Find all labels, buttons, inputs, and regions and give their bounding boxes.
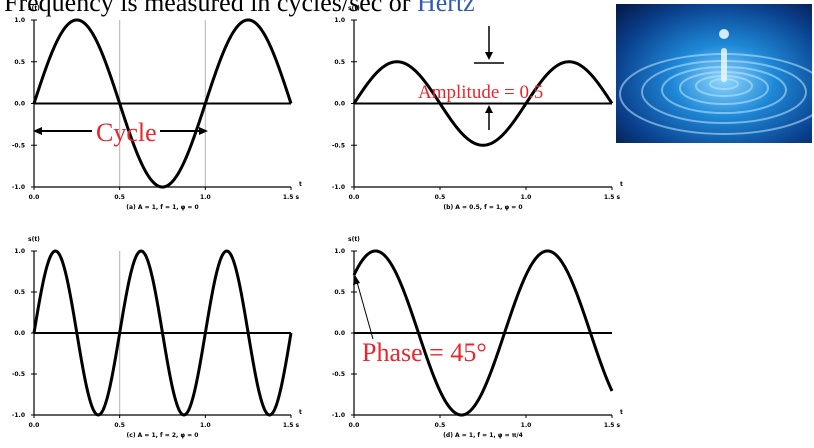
- x-tick-label: 1.5 s: [604, 194, 621, 201]
- y-axis-label: s(t): [28, 5, 40, 12]
- amplitude-arrowhead-bottom: [485, 105, 493, 113]
- water-droplet-ripples-photo: [616, 4, 812, 143]
- y-tick-label: -0.5: [12, 371, 25, 378]
- y-tick-label: -0.5: [12, 142, 25, 149]
- panel-caption: (d) A = 1, f = 1, φ = π/4: [443, 432, 523, 439]
- phase-arrow: [356, 281, 374, 340]
- y-tick-label: 1.0: [334, 248, 345, 255]
- y-tick-label: 0.0: [334, 330, 345, 337]
- x-tick-label: 0.0: [29, 422, 40, 429]
- y-tick-label: -1.0: [332, 184, 345, 191]
- phase-label: Phase = 45°: [362, 338, 487, 367]
- phase-arrowhead: [353, 275, 360, 285]
- x-axis-label: t: [299, 181, 302, 188]
- panel-caption: (c) A = 1, f = 2, φ = 0: [127, 432, 199, 439]
- chart-panel-a: 1.0 0.5 0.0 -0.5 -1.0 0.0 0.5 1.0 1.5 s s(t) t (a) …: [12, 5, 302, 211]
- amplitude-label: Amplitude = 0.5: [418, 82, 543, 103]
- amplitude-arrowhead-top: [485, 52, 493, 60]
- x-tick-label: 0.0: [349, 422, 360, 429]
- y-tick-label: 0.5: [14, 289, 25, 296]
- chart-panel-c: 1.0 0.5 0.0 -0.5 -1.0 0.0 0.5 1.0 1.5 s s(t) t (c) …: [12, 236, 302, 439]
- sine-wave-line: [352, 249, 614, 417]
- sine-wave-line: [32, 18, 293, 189]
- x-tick-label: 1.0: [521, 422, 532, 429]
- y-tick-label: -0.5: [332, 142, 345, 149]
- x-axis-label: t: [299, 409, 302, 416]
- x-tick-label: 0.5: [114, 194, 125, 201]
- chart-panel-d: 1.0 0.5 0.0 -0.5 -1.0 0.0 0.5 1.0 1.5 s s(t) t (d) …: [332, 236, 623, 439]
- x-tick-label: 1.0: [200, 422, 211, 429]
- y-tick-label: 0.0: [14, 101, 25, 108]
- y-tick-label: -1.0: [12, 184, 25, 191]
- y-tick-label: 1.0: [334, 17, 345, 24]
- y-tick-label: 0.5: [14, 59, 25, 66]
- x-axis-label: t: [620, 181, 623, 188]
- y-tick-label: 0.0: [334, 101, 345, 108]
- x-tick-label: 0.0: [29, 194, 40, 201]
- x-tick-label: 0.5: [435, 194, 446, 201]
- y-tick-label: 0.0: [14, 330, 25, 337]
- cycle-label: Cycle: [96, 118, 157, 147]
- y-tick-label: -1.0: [12, 412, 25, 419]
- y-tick-label: 0.5: [334, 289, 345, 296]
- y-tick-label: -0.5: [332, 371, 345, 378]
- x-tick-label: 0.0: [349, 194, 360, 201]
- y-tick-label: -1.0: [332, 412, 345, 419]
- sine-wave-line: [32, 249, 293, 417]
- sine-wave-line: [352, 60, 614, 147]
- frequency-text: Frequency is measured in cycles/sec or: [4, 0, 417, 17]
- y-axis-label: s(t): [348, 236, 360, 243]
- slide-text-frequency: Frequency is measured in cycles/sec or H…: [4, 0, 475, 18]
- x-tick-label: 1.5 s: [604, 422, 621, 429]
- x-tick-label: 1.5 s: [283, 422, 300, 429]
- y-tick-label: 1.0: [14, 17, 25, 24]
- y-tick-label: 0.5: [334, 59, 345, 66]
- y-axis-label: s(t): [348, 5, 360, 12]
- x-tick-label: 1.5 s: [283, 194, 300, 201]
- hertz-link[interactable]: Hertz: [416, 0, 475, 17]
- x-tick-label: 0.5: [114, 422, 125, 429]
- cycle-arrowhead-right: [199, 127, 208, 135]
- x-tick-label: 1.0: [200, 194, 211, 201]
- y-tick-label: 1.0: [14, 248, 25, 255]
- panel-caption: (b) A = 0.5, f = 1, φ = 0: [443, 204, 522, 211]
- panel-caption: (a) A = 1, f = 1, φ = 0: [126, 204, 198, 211]
- chart-panel-b: 1.0 0.5 0.0 -0.5 -1.0 0.0 0.5 1.0 1.5 s s(t) t (b) …: [332, 5, 623, 211]
- x-tick-label: 1.0: [521, 194, 532, 201]
- y-axis-label: s(t): [28, 236, 40, 243]
- x-tick-label: 0.5: [435, 422, 446, 429]
- cycle-arrowhead-left: [33, 127, 42, 135]
- x-axis-label: t: [620, 409, 623, 416]
